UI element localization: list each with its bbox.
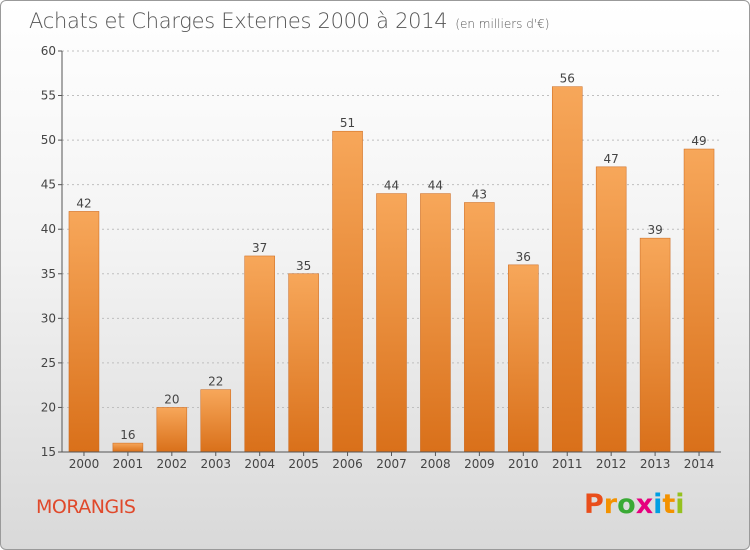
logo-letter: o	[617, 489, 636, 520]
logo-letter: i	[675, 489, 685, 520]
x-tick-label-2003: 2003	[200, 457, 231, 471]
value-label-2011: 56	[560, 72, 575, 86]
x-tick-label-2005: 2005	[288, 457, 319, 471]
x-tick-label-2014: 2014	[684, 457, 715, 471]
x-tick-label-2007: 2007	[376, 457, 407, 471]
x-tick-label-2009: 2009	[464, 457, 495, 471]
y-tick-label: 55	[41, 89, 56, 103]
bar-2007	[376, 193, 407, 453]
value-label-2000: 42	[76, 196, 91, 210]
bar-2010	[508, 264, 539, 453]
y-tick-label: 40	[41, 222, 56, 236]
bar-2003	[200, 389, 232, 453]
chart-title: Achats et Charges Externes 2000 à 2014 (e…	[29, 9, 549, 33]
bar-2001	[112, 442, 144, 453]
value-label-2001: 16	[120, 428, 135, 442]
bar-2006	[332, 130, 363, 453]
labels-group: 15 20 25 30 35 40 45 50 55 60 42 2000 16 2001 20 2002 22…	[41, 44, 715, 471]
bars-group	[68, 86, 715, 453]
bar-2000	[68, 211, 100, 453]
bar-2012	[595, 166, 627, 453]
x-tick-label-2011: 2011	[552, 457, 583, 471]
value-label-2008: 44	[428, 179, 443, 193]
logo-letter: x	[635, 489, 654, 520]
value-label-2013: 39	[647, 223, 662, 237]
x-tick-label-2012: 2012	[596, 457, 627, 471]
bar-2011	[551, 86, 583, 453]
logo-letter: r	[603, 489, 618, 520]
value-label-2004: 37	[252, 241, 267, 255]
value-label-2005: 35	[296, 259, 311, 273]
logo-letter: i	[653, 489, 663, 520]
value-label-2006: 51	[340, 116, 355, 130]
y-tick-label: 35	[41, 267, 56, 281]
bar-2014	[683, 148, 715, 453]
y-tick-label: 30	[41, 311, 56, 325]
y-tick-label: 50	[41, 133, 56, 147]
x-tick-label-2008: 2008	[420, 457, 451, 471]
x-tick-label-2002: 2002	[157, 457, 188, 471]
bar-2009	[464, 202, 495, 453]
proxiti-logo: Proxiti	[584, 489, 685, 520]
city-name: MORANGIS	[36, 496, 136, 518]
value-label-2014: 49	[691, 134, 706, 148]
bar-2005	[288, 273, 319, 453]
value-label-2010: 36	[516, 250, 531, 264]
x-tick-label-2010: 2010	[508, 457, 539, 471]
logo-letter: t	[662, 489, 676, 520]
y-tick-label: 25	[41, 356, 56, 370]
y-tick-label: 45	[41, 178, 56, 192]
logo-letter: P	[584, 489, 604, 520]
y-tick-label: 60	[41, 44, 56, 58]
title-text: Achats et Charges Externes 2000 à 2014	[29, 9, 448, 33]
value-label-2003: 22	[208, 375, 223, 389]
x-tick-label-2001: 2001	[113, 457, 144, 471]
value-label-2002: 20	[164, 392, 179, 406]
axes-group	[58, 50, 721, 456]
x-tick-label-2013: 2013	[640, 457, 671, 471]
x-tick-label-2006: 2006	[332, 457, 363, 471]
value-label-2009: 43	[472, 187, 487, 201]
x-tick-label-2000: 2000	[69, 457, 100, 471]
bar-2002	[156, 407, 188, 453]
x-tick-label-2004: 2004	[244, 457, 275, 471]
y-tick-label: 15	[41, 445, 56, 459]
bar-2013	[639, 237, 671, 453]
value-label-2012: 47	[604, 152, 619, 166]
y-tick-label: 20	[41, 400, 56, 414]
chart-subtitle: (en milliers d'€)	[455, 17, 550, 31]
value-label-2007: 44	[384, 179, 399, 193]
bar-2004	[244, 255, 275, 453]
bar-2008	[420, 193, 451, 453]
